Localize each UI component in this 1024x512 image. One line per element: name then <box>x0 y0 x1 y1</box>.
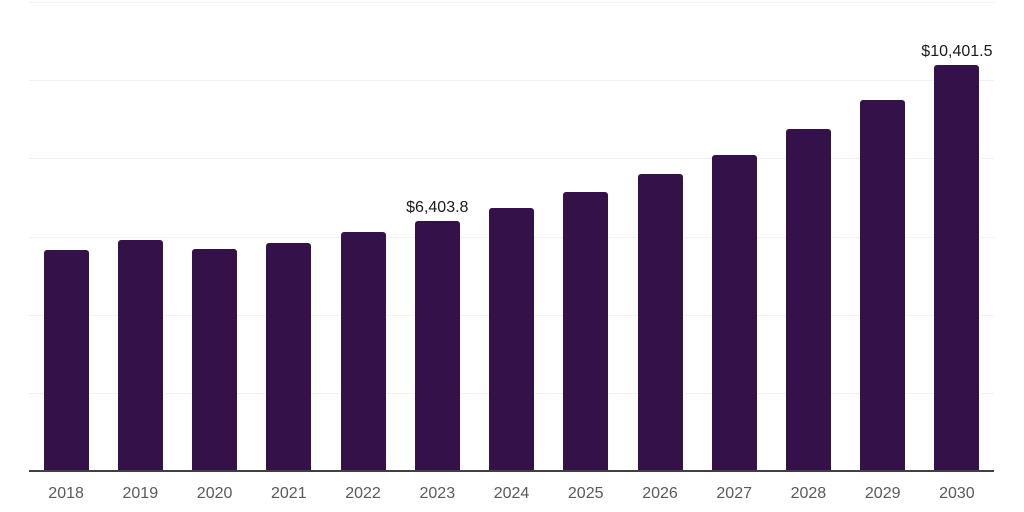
bar-2029 <box>860 99 906 471</box>
bar-2020 <box>192 248 238 471</box>
x-tick-label-2030: 2030 <box>939 485 975 502</box>
bar-2025 <box>563 191 609 471</box>
x-tick-label-2026: 2026 <box>642 485 678 502</box>
x-tick-label-2018: 2018 <box>48 485 84 502</box>
bar-2018 <box>43 249 89 471</box>
x-axis-line <box>29 470 994 472</box>
x-tick-label-2025: 2025 <box>567 485 604 502</box>
bar-2022 <box>340 231 386 471</box>
gridline-12000 <box>29 2 994 3</box>
x-tick-label-2027: 2027 <box>716 485 752 502</box>
x-tick-label-2022: 2022 <box>345 485 381 502</box>
bar-2027 <box>711 154 757 471</box>
gridline-10000 <box>29 80 994 81</box>
gridline-8000 <box>29 158 994 159</box>
x-tick-label-2024: 2024 <box>493 485 530 502</box>
bar-2026 <box>637 173 683 471</box>
x-tick-label-2020: 2020 <box>196 485 233 502</box>
x-tick-label-2023: 2023 <box>419 485 456 502</box>
bar-2030 <box>934 64 980 471</box>
bar-2028 <box>785 129 831 471</box>
bar-2024 <box>489 207 534 471</box>
bar-value-label-2030: $10,401.5 <box>921 42 993 60</box>
bar-2023 <box>414 220 460 471</box>
bar-2021 <box>266 242 312 471</box>
bar-value-label-2023: $6,403.8 <box>406 198 469 216</box>
bar-2019 <box>117 239 163 471</box>
x-tick-label-2028: 2028 <box>790 485 827 502</box>
x-tick-label-2021: 2021 <box>271 485 307 502</box>
x-tick-label-2029: 2029 <box>864 485 901 502</box>
x-tick-label-2019: 2019 <box>122 485 159 502</box>
